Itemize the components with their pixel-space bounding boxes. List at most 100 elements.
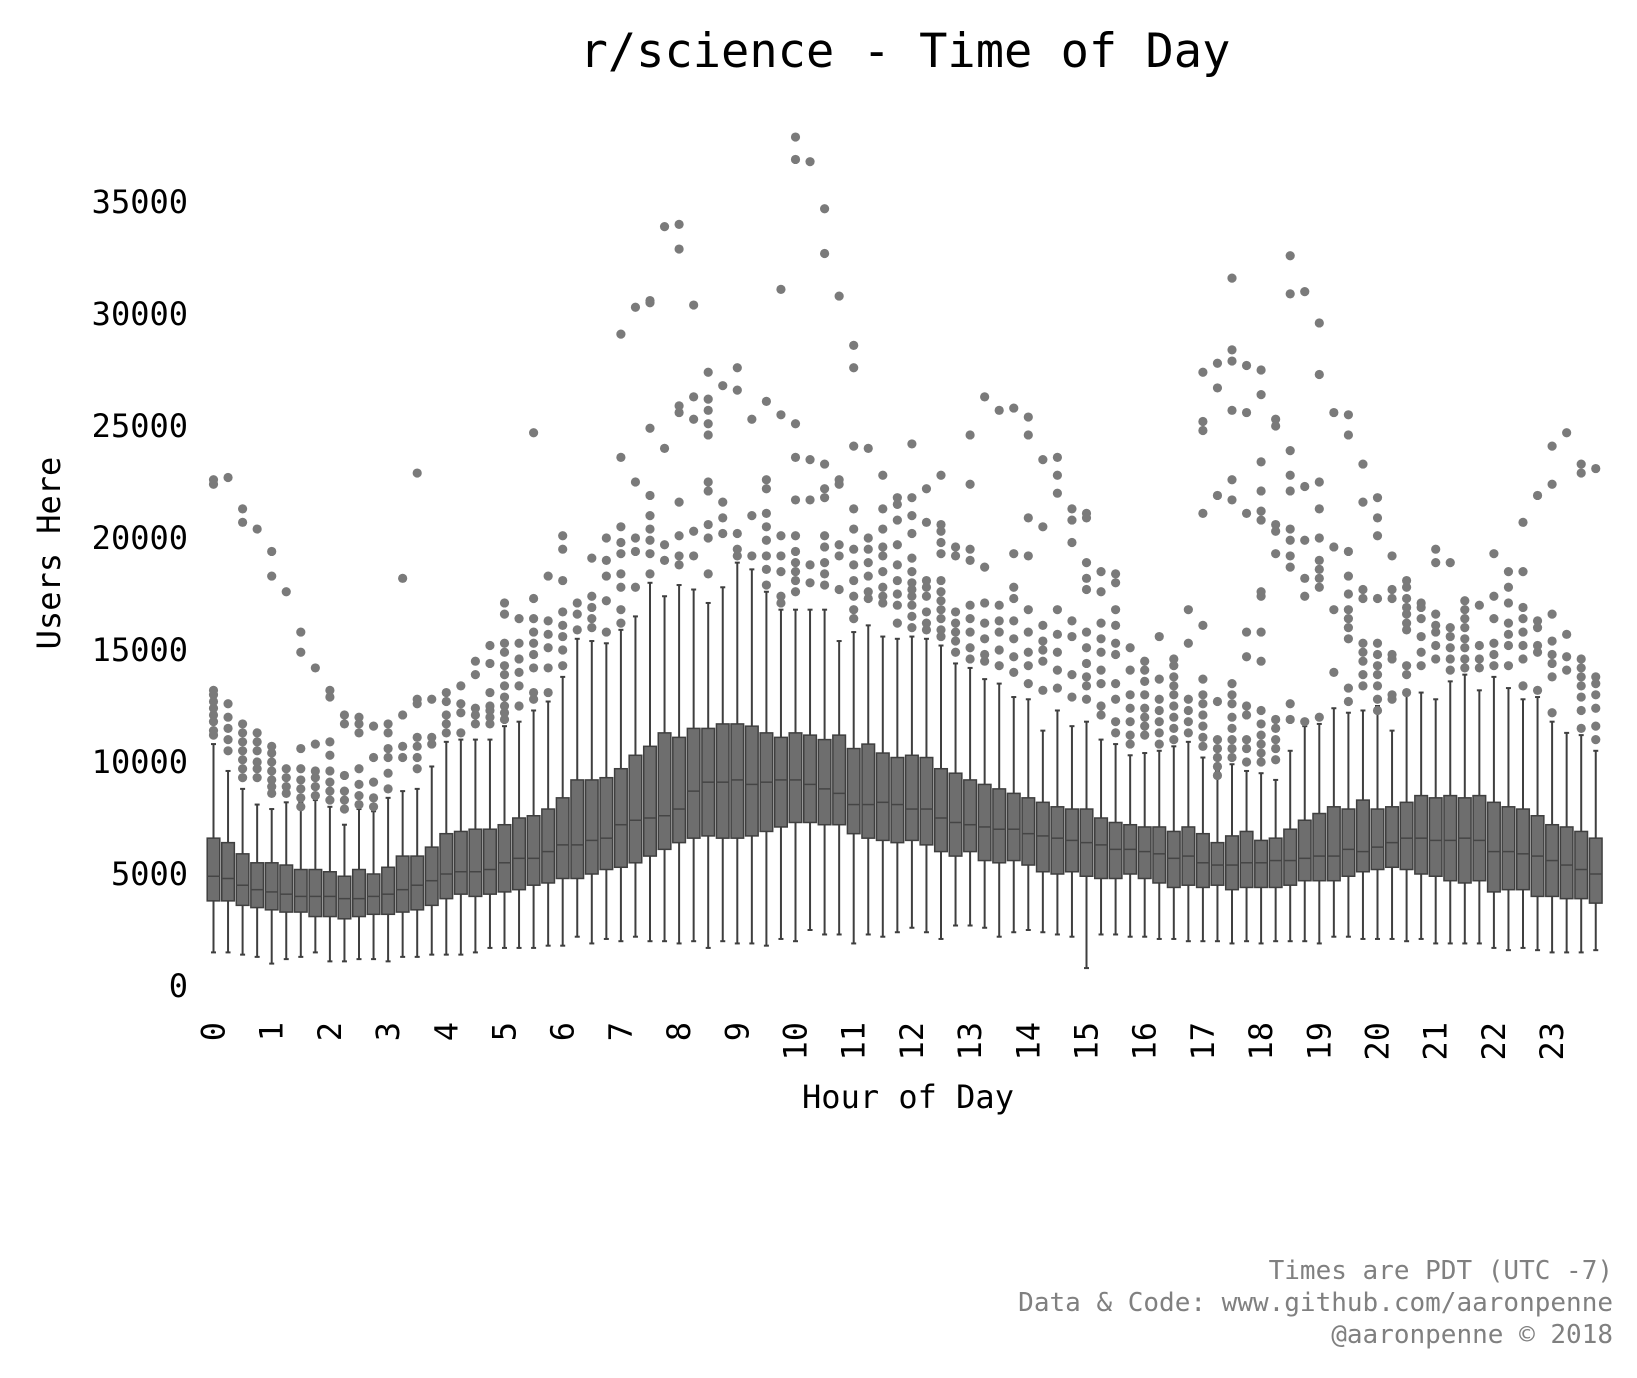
outlier-point <box>1009 616 1019 626</box>
iqr-box <box>875 752 890 842</box>
outlier-point <box>950 618 961 628</box>
outlier-point <box>1023 679 1033 689</box>
outlier-point <box>558 645 568 655</box>
box-hour-8.75 <box>715 381 730 943</box>
outlier-point <box>325 750 335 760</box>
outlier-point <box>907 600 917 610</box>
outlier-point <box>325 737 335 747</box>
outlier-point <box>368 721 379 731</box>
outlier-point <box>1067 537 1077 548</box>
outlier-point <box>907 584 917 595</box>
outlier-point <box>1227 273 1237 283</box>
iqr-box <box>497 823 512 893</box>
outlier-point <box>994 405 1004 415</box>
outlier-point <box>514 638 524 648</box>
outlier-point <box>1081 681 1092 691</box>
outlier-point <box>601 533 611 543</box>
outlier-point <box>689 300 699 310</box>
outlier-point <box>470 719 480 729</box>
outlier-point <box>1256 627 1266 637</box>
outlier-point <box>1314 369 1324 380</box>
outlier-point <box>238 737 248 747</box>
outlier-point <box>820 493 830 503</box>
outlier-point <box>1198 732 1208 742</box>
outlier-point <box>485 687 495 698</box>
outlier-point <box>1503 629 1514 639</box>
outlier-point <box>1314 573 1324 583</box>
box-hour-8 <box>672 219 687 945</box>
outlier-point <box>1241 508 1252 518</box>
outlier-point <box>616 452 626 462</box>
outlier-point <box>790 575 801 586</box>
outlier-point <box>1125 739 1135 749</box>
outlier-point <box>1358 593 1368 604</box>
outlier-point <box>1023 430 1033 440</box>
outlier-point <box>1227 723 1237 734</box>
outlier-point <box>267 782 277 792</box>
outlier-point <box>398 752 408 763</box>
iqr-box <box>250 862 265 909</box>
outlier-point <box>1096 634 1106 644</box>
outlier-point <box>1372 649 1383 660</box>
outlier-point <box>296 627 306 637</box>
outlier-point <box>761 396 772 406</box>
iqr-box <box>337 875 352 920</box>
outlier-point <box>1431 627 1441 637</box>
box-hour-0.25 <box>221 472 236 954</box>
outlier-point <box>1111 717 1121 727</box>
outlier-point <box>1212 383 1223 393</box>
outlier-point <box>354 779 364 790</box>
outlier-point <box>1343 605 1353 615</box>
outlier-point <box>863 544 873 554</box>
outlier-point <box>267 748 277 758</box>
outlier-point <box>747 414 757 424</box>
outlier-point <box>936 605 946 615</box>
outlier-point <box>1023 513 1033 523</box>
outlier-point <box>849 524 859 534</box>
outlier-point <box>1329 667 1339 678</box>
outlier-point <box>1460 596 1470 606</box>
outlier-point <box>252 746 262 756</box>
outlier-point <box>936 519 946 530</box>
footer-copyright: @aaronpenne © 2018 <box>1331 1320 1613 1350</box>
outlier-point <box>1518 681 1528 691</box>
y-tick-label: 25000 <box>92 407 188 445</box>
iqr-box <box>1501 806 1516 891</box>
outlier-point <box>1140 676 1150 686</box>
outlier-point <box>950 647 961 657</box>
outlier-point <box>470 656 480 666</box>
outlier-point <box>558 631 568 642</box>
outlier-point <box>790 558 801 568</box>
box-hour-5.25 <box>512 614 527 949</box>
outlier-point <box>383 784 393 794</box>
outlier-point <box>1387 551 1397 561</box>
outlier-point <box>1125 665 1135 675</box>
outlier-point <box>267 757 277 767</box>
outlier-point <box>223 723 233 734</box>
outlier-point <box>1038 656 1048 666</box>
outlier-point <box>936 575 946 586</box>
outlier-point <box>339 786 350 796</box>
outlier-point <box>849 504 859 514</box>
outlier-point <box>296 647 306 657</box>
box-hour-20.75 <box>1414 598 1429 940</box>
outlier-point <box>936 596 946 606</box>
outlier-point <box>1198 699 1208 709</box>
outlier-point <box>1358 670 1368 680</box>
outlier-point <box>339 795 350 805</box>
outlier-point <box>296 743 306 754</box>
outlier-point <box>543 643 553 653</box>
outlier-point <box>761 522 772 532</box>
outlier-point <box>1169 723 1179 734</box>
outlier-point <box>1343 410 1353 420</box>
outlier-point <box>412 732 422 742</box>
outlier-point <box>1038 636 1048 646</box>
outlier-point <box>601 571 611 581</box>
x-tick-label: 22 <box>1475 1022 1513 1061</box>
outlier-point <box>325 786 335 796</box>
y-tick-label: 10000 <box>92 743 188 781</box>
iqr-box <box>1588 837 1603 904</box>
outlier-point <box>703 533 713 543</box>
outlier-point <box>936 526 946 536</box>
outlier-point <box>1285 699 1295 709</box>
